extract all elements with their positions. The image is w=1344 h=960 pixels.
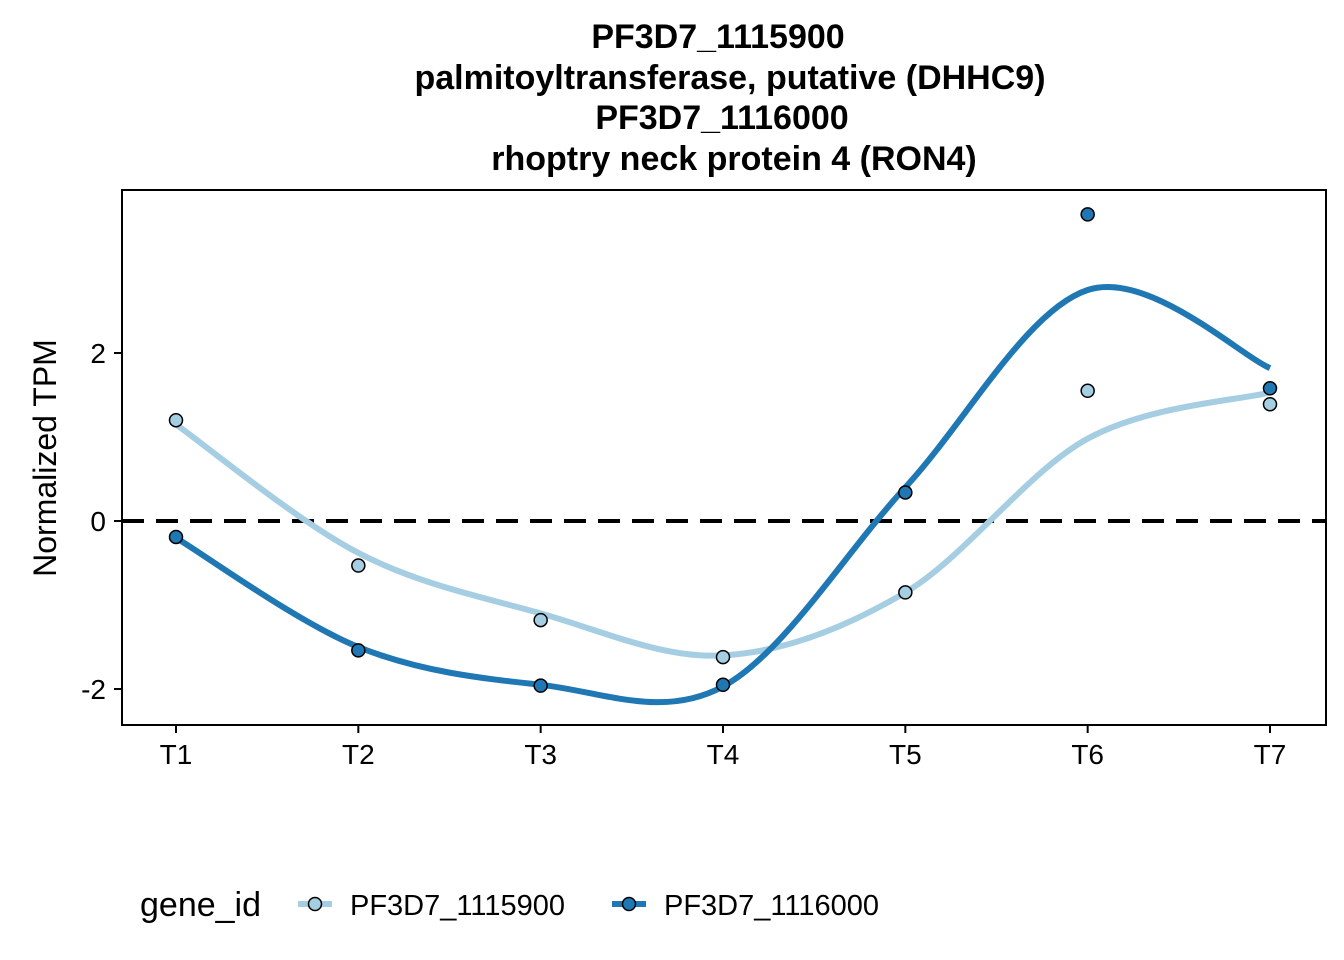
point-PF3D7_1115900-T6 (1080, 383, 1095, 399)
point-PF3D7_1115900-T4 (715, 649, 731, 665)
y-tick-label-2: 2 (90, 338, 106, 369)
point-PF3D7_1116000-T5 (898, 485, 913, 500)
y-tick-label--2: -2 (81, 674, 106, 705)
chart-title: PF3D7_1115900 palmitoyltransferase, puta… (414, 18, 1045, 178)
legend-label-PF3D7_1116000: PF3D7_1116000 (664, 890, 879, 922)
series-line-PF3D7_1116000 (174, 284, 1272, 706)
x-axis: T1 T2 T3 T4 T5 T6 T7 (160, 725, 1287, 770)
title-line-2: palmitoyltransferase, putative (DHHC9) (414, 59, 1045, 97)
title-line-3: PF3D7_1116000 (595, 99, 848, 137)
x-tick-label-T2: T2 (342, 739, 375, 770)
legend-key-point-PF3D7_1116000 (621, 896, 637, 912)
point-PF3D7_1116000-T3 (533, 678, 548, 693)
series-line-PF3D7_1115900 (174, 389, 1271, 659)
point-PF3D7_1116000-T1 (168, 529, 184, 545)
point-PF3D7_1115900-T1 (168, 412, 184, 428)
point-PF3D7_1116000-T6 (1080, 207, 1095, 222)
plot-panel-border (121, 189, 1327, 726)
point-PF3D7_1116000-T4 (715, 677, 731, 693)
y-axis: -2 0 2 (81, 338, 122, 705)
x-tick-label-T5: T5 (889, 739, 922, 770)
point-PF3D7_1115900-T7 (1262, 396, 1278, 412)
point-PF3D7_1116000-T7 (1262, 381, 1278, 396)
title-line-1: PF3D7_1115900 (591, 18, 844, 56)
x-tick-label-T3: T3 (524, 739, 557, 770)
point-PF3D7_1115900-T3 (533, 612, 548, 628)
x-tick-label-T6: T6 (1071, 739, 1104, 770)
x-tick-label-T4: T4 (707, 739, 740, 770)
legend-key-point-PF3D7_1115900 (307, 896, 323, 912)
plot-area (122, 207, 1326, 706)
x-tick-label-T1: T1 (160, 739, 193, 770)
point-PF3D7_1115900-T5 (898, 585, 913, 600)
y-tick-label-0: 0 (90, 506, 106, 537)
x-tick-label-T7: T7 (1254, 739, 1287, 770)
legend-title: gene_id (140, 886, 261, 924)
point-PF3D7_1116000-T2 (351, 643, 366, 658)
legend: gene_id PF3D7_1115900 PF3D7_1116000 (140, 886, 879, 924)
title-line-4: rhoptry neck protein 4 (RON4) (491, 140, 977, 178)
legend-label-PF3D7_1115900: PF3D7_1115900 (350, 890, 565, 922)
point-PF3D7_1115900-T2 (351, 558, 366, 573)
y-axis-title: Normalized TPM (27, 339, 63, 577)
